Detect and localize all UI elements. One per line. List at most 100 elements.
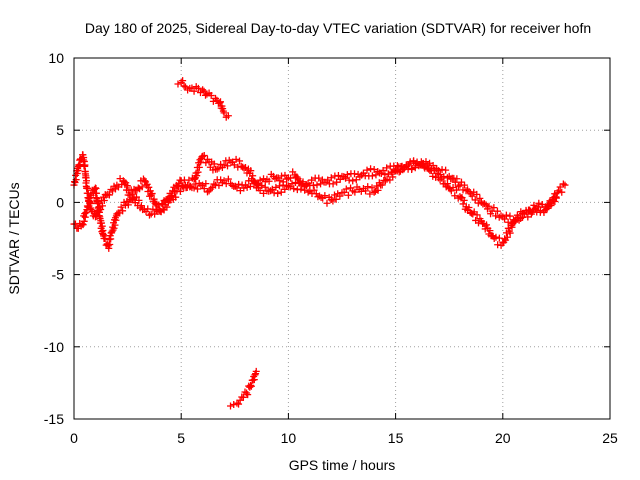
data-point	[199, 152, 207, 160]
data-point	[150, 195, 158, 203]
data-point	[235, 400, 243, 408]
data-point	[195, 163, 203, 171]
data-point	[378, 181, 386, 189]
data-point	[249, 172, 257, 180]
data-point	[548, 199, 556, 207]
data-point	[388, 168, 396, 176]
data-point	[98, 222, 106, 230]
data-point	[552, 194, 560, 202]
data-point	[324, 176, 332, 184]
data-point	[194, 168, 202, 176]
data-point	[559, 180, 567, 188]
data-point	[342, 174, 350, 182]
data-point	[370, 188, 378, 196]
data-point	[561, 181, 569, 189]
data-point	[492, 233, 500, 241]
data-point	[453, 175, 461, 183]
data-point	[297, 185, 305, 193]
data-point	[395, 168, 403, 176]
data-point	[408, 165, 416, 173]
data-point	[471, 196, 479, 204]
data-point	[123, 182, 131, 190]
data-point	[244, 391, 252, 399]
data-point	[461, 181, 469, 189]
data-point	[368, 184, 376, 192]
data-point	[148, 190, 156, 198]
data-point	[199, 181, 207, 189]
data-point	[137, 202, 145, 210]
data-point	[275, 182, 283, 190]
data-point	[393, 162, 401, 170]
data-point	[426, 159, 434, 167]
data-point	[200, 185, 208, 193]
data-point	[536, 208, 544, 216]
data-point	[200, 151, 208, 159]
data-point	[468, 192, 476, 200]
data-point	[503, 233, 511, 241]
data-point	[343, 171, 351, 179]
data-point	[462, 187, 470, 195]
data-point	[493, 207, 501, 215]
data-point	[134, 184, 142, 192]
data-point	[545, 200, 553, 208]
data-point	[176, 187, 184, 195]
data-point	[520, 210, 528, 218]
data-point	[485, 202, 493, 210]
data-point	[288, 180, 296, 188]
y-tick-label: -10	[44, 339, 64, 355]
data-point	[190, 87, 198, 95]
data-point	[246, 182, 254, 190]
data-point	[119, 207, 127, 215]
data-point	[98, 202, 106, 210]
data-point	[344, 191, 352, 199]
data-point	[474, 199, 482, 207]
data-point	[207, 185, 215, 193]
data-point	[243, 389, 251, 397]
data-point	[168, 192, 176, 200]
data-point	[551, 197, 559, 205]
data-point	[145, 183, 153, 191]
data-point	[494, 241, 502, 249]
data-point	[482, 201, 490, 209]
data-point	[332, 195, 340, 203]
data-point	[278, 172, 286, 180]
plot-border	[73, 57, 611, 420]
data-point	[504, 218, 512, 226]
data-point	[197, 158, 205, 166]
data-point	[490, 204, 498, 212]
data-point	[334, 171, 342, 179]
y-tick-label: -5	[52, 267, 65, 283]
data-point	[81, 161, 89, 169]
x-tick-label: 25	[602, 430, 618, 446]
data-point	[141, 177, 149, 185]
series-upper-isolated-segment	[174, 77, 232, 121]
data-point	[477, 198, 485, 206]
data-point	[411, 164, 419, 172]
data-point	[156, 207, 164, 215]
data-point	[177, 177, 185, 185]
data-point	[199, 86, 207, 94]
data-point	[80, 154, 88, 162]
data-point	[210, 180, 218, 188]
grid-lines	[74, 58, 610, 419]
data-point	[265, 177, 273, 185]
data-point	[174, 80, 182, 88]
data-point	[147, 191, 155, 199]
y-axis-label: SDTVAR / TECUs	[6, 182, 22, 294]
data-point	[217, 98, 225, 106]
data-point	[384, 170, 392, 178]
data-point	[106, 240, 114, 248]
data-point	[351, 188, 359, 196]
data-point	[483, 221, 491, 229]
data-point	[239, 393, 247, 401]
data-point	[352, 176, 360, 184]
x-tick-label: 10	[281, 430, 297, 446]
data-point	[110, 224, 118, 232]
data-point	[247, 382, 255, 390]
y-tick-label: -15	[44, 411, 64, 427]
data-point	[105, 191, 113, 199]
data-point	[524, 213, 532, 221]
data-point	[345, 176, 353, 184]
data-point	[138, 183, 146, 191]
data-point	[253, 181, 261, 189]
